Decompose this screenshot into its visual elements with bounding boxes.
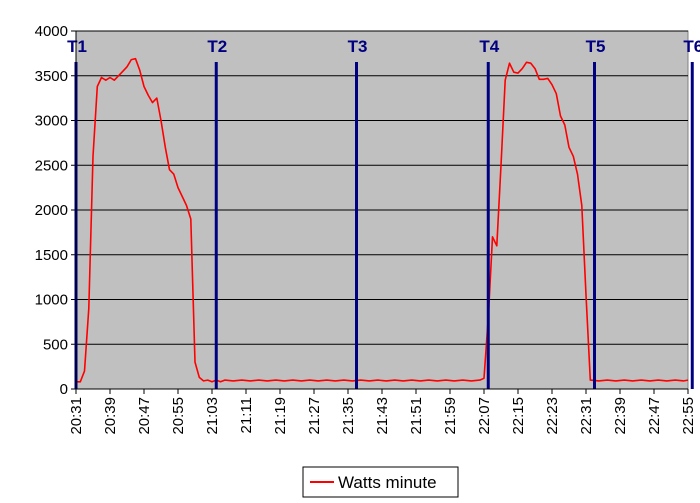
marker-label-t6: T6 [683,37,700,56]
y-tick-label-2500: 2500 [35,157,68,174]
x-tick-label-2047: 20:47 [136,397,153,435]
x-tick-label-2119: 21:19 [272,397,289,435]
y-tick-label-3000: 3000 [35,113,68,130]
legend-label-watts-minute: Watts minute [338,473,437,492]
x-tick-label-2055: 20:55 [170,397,187,435]
marker-label-t5: T5 [586,37,606,56]
x-tick-label-2159: 21:59 [442,397,459,435]
marker-label-t2: T2 [207,37,227,56]
x-tick-label-2151: 21:51 [408,397,425,435]
x-tick-label-2215: 22:15 [510,397,527,435]
x-tick-label-2239: 22:39 [612,397,629,435]
x-tick-label-2103: 21:03 [204,397,221,435]
y-tick-label-4000: 4000 [35,23,68,40]
x-tick-label-2223: 22:23 [544,397,561,435]
marker-label-t3: T3 [348,37,368,56]
marker-label-t1: T1 [67,37,87,56]
y-tick-label-1500: 1500 [35,247,68,264]
series-line-watts-minute [76,57,689,383]
chart-legend: Watts minute [302,466,459,498]
y-tick-label-3500: 3500 [35,68,68,85]
x-tick-label-2231: 22:31 [578,397,595,435]
x-tick-label-2031: 20:31 [68,397,85,435]
y-tick-label-1000: 1000 [35,292,68,309]
y-tick-label-2000: 2000 [35,202,68,219]
x-tick-label-2135: 21:35 [340,397,357,435]
x-tick-label-2207: 22:07 [476,397,493,435]
y-tick-label-0: 0 [60,381,68,398]
x-tick-label-2143: 21:43 [374,397,391,435]
x-tick-label-2247: 22:47 [646,397,663,435]
x-tick-label-2039: 20:39 [102,397,119,435]
x-tick-label-2127: 21:27 [306,397,323,435]
x-tick-label-2255: 22:55 [680,397,697,435]
y-tick-label-500: 500 [43,336,68,353]
marker-label-t4: T4 [479,37,499,56]
x-tick-label-2111: 21:11 [238,397,255,433]
